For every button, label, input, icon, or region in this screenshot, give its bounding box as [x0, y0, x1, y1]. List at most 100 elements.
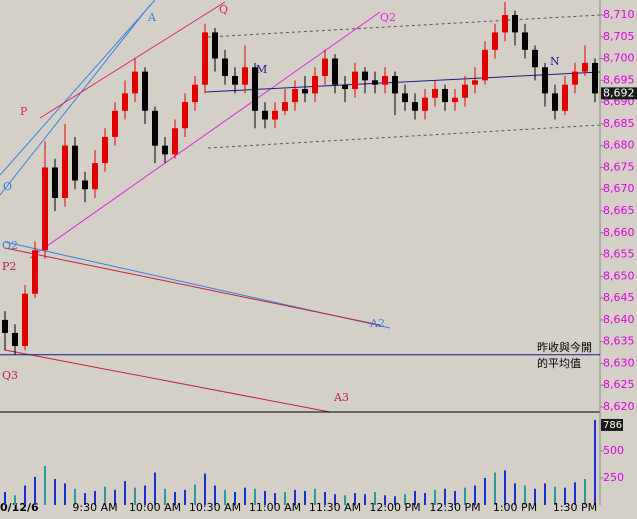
candle-body	[172, 128, 178, 155]
volume-bar	[104, 486, 106, 505]
candle-body	[432, 89, 438, 98]
volume-bar	[364, 494, 366, 505]
y-tick-label: 8,635	[603, 335, 635, 348]
candle-body	[52, 167, 58, 198]
annotation: O2	[2, 239, 18, 252]
volume-bar	[244, 487, 246, 505]
volume-bar	[254, 488, 256, 505]
volume-bar	[174, 492, 176, 505]
x-tick-label: 1:30 PM	[553, 501, 597, 514]
annotation: P	[20, 105, 28, 118]
y-tick-label: 8,620	[603, 400, 635, 413]
candle-body	[102, 136, 108, 164]
annotation: Q	[219, 3, 228, 16]
trend-lines	[0, 0, 601, 413]
x-tick-label: 11:00 AM	[249, 501, 301, 514]
x-tick-label: 10:30 AM	[189, 501, 241, 514]
volume-bar	[414, 490, 416, 505]
y-tick-label: 8,625	[603, 378, 635, 391]
y-tick-label: 8,680	[603, 139, 635, 152]
volume-bar	[74, 488, 76, 505]
volume-bar	[234, 492, 236, 505]
candle-body	[292, 89, 298, 103]
volume-bar	[84, 493, 86, 505]
candle-body	[502, 14, 508, 33]
candle-body	[392, 75, 398, 94]
candle-body	[212, 32, 218, 59]
volume-bar	[354, 493, 356, 505]
volume-bar	[284, 492, 286, 505]
volume-bar	[204, 473, 206, 505]
volume-bar	[34, 476, 36, 505]
candle-body	[112, 110, 118, 137]
candle-body	[442, 89, 448, 103]
y-tick-label: 8,700	[603, 52, 635, 65]
y-tick-label: 8,650	[603, 269, 635, 282]
volume-bar	[324, 492, 326, 505]
candle-body	[92, 163, 98, 190]
volume-bar	[404, 494, 406, 505]
volume-bar	[114, 489, 116, 505]
candle-body	[162, 145, 168, 155]
candle-body	[302, 89, 308, 94]
y-tick-label: 250	[603, 471, 624, 484]
candle-body	[412, 102, 418, 111]
y-tick-label: 8,705	[603, 30, 635, 43]
candle-body	[232, 75, 238, 85]
candle-body	[342, 84, 348, 90]
y-tick-label: 8,645	[603, 291, 635, 304]
volume-bar	[464, 487, 466, 505]
candle-body	[12, 332, 18, 347]
volume-bar	[4, 492, 6, 505]
annotation: M	[256, 63, 267, 76]
volume-bar	[384, 495, 386, 505]
candle-body	[312, 75, 318, 94]
y-tick-label: 8,640	[603, 313, 635, 326]
volume-bar	[24, 485, 26, 505]
volume-bar	[344, 495, 346, 505]
candle-body	[2, 319, 8, 333]
trend-line	[4, 349, 331, 413]
volume-bar	[304, 490, 306, 505]
candle-body	[562, 84, 568, 111]
x-tick-label: 1:00 PM	[493, 501, 537, 514]
volume-bar	[524, 485, 526, 505]
candle-body	[522, 32, 528, 50]
volume-bar	[434, 489, 436, 505]
candle-body	[332, 58, 338, 85]
candle-body	[362, 71, 368, 81]
volume-bar	[514, 483, 516, 505]
y-tick-label: 500	[603, 444, 624, 457]
y-tick-label: 8,665	[603, 204, 635, 217]
candle-body	[82, 180, 88, 190]
annotation: O	[3, 180, 12, 193]
candle-body	[182, 102, 188, 129]
candle-body	[452, 97, 458, 103]
volume-bar	[54, 479, 56, 505]
reference-label: 的平均值	[537, 356, 581, 370]
volume-bar	[134, 487, 136, 505]
volume-bar	[94, 490, 96, 505]
candle-body	[32, 250, 38, 294]
annotation: A	[147, 11, 157, 24]
annotation: P2	[2, 260, 16, 273]
volume-bar	[164, 488, 166, 505]
volume-bar	[504, 470, 506, 505]
candle-body	[132, 71, 138, 94]
annotation: Q2	[380, 11, 396, 24]
volume-bar	[454, 490, 456, 505]
trend-line	[4, 247, 381, 326]
candle-body	[142, 71, 148, 111]
y-tick-label: 8,710	[603, 8, 635, 21]
candle-body	[372, 80, 378, 85]
x-tick-label: 12:00 PM	[369, 501, 420, 514]
candle-body	[262, 110, 268, 120]
volume-bar	[394, 496, 396, 505]
x-tick-label: 12:30 PM	[429, 501, 480, 514]
candle-body	[382, 75, 388, 85]
volume-bar	[124, 481, 126, 505]
annotation: A3	[333, 391, 349, 404]
candle-body	[352, 71, 358, 90]
